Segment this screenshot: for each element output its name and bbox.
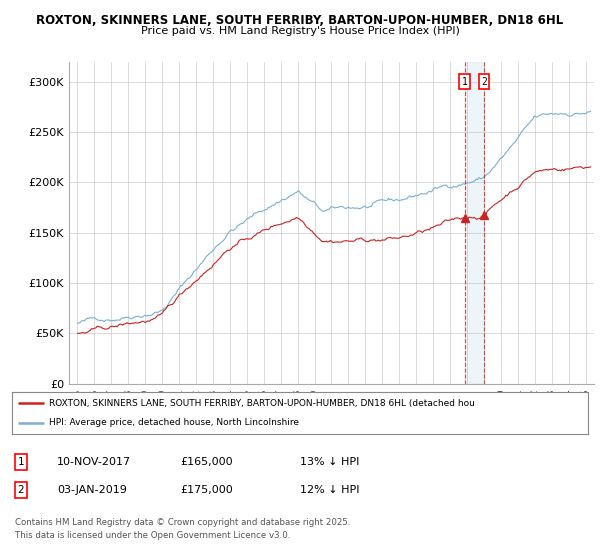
Text: 2: 2	[481, 77, 487, 87]
Text: 03-JAN-2019: 03-JAN-2019	[57, 485, 127, 495]
Text: Price paid vs. HM Land Registry's House Price Index (HPI): Price paid vs. HM Land Registry's House …	[140, 26, 460, 36]
Text: 10-NOV-2017: 10-NOV-2017	[57, 457, 131, 467]
Text: £175,000: £175,000	[180, 485, 233, 495]
Text: £165,000: £165,000	[180, 457, 233, 467]
Bar	[464, 62, 484, 384]
Text: ROXTON, SKINNERS LANE, SOUTH FERRIBY, BARTON-UPON-HUMBER, DN18 6HL: ROXTON, SKINNERS LANE, SOUTH FERRIBY, BA…	[37, 14, 563, 27]
Text: 12% ↓ HPI: 12% ↓ HPI	[300, 485, 359, 495]
Text: ROXTON, SKINNERS LANE, SOUTH FERRIBY, BARTON-UPON-HUMBER, DN18 6HL (detached hou: ROXTON, SKINNERS LANE, SOUTH FERRIBY, BA…	[49, 399, 475, 408]
Text: 1: 1	[461, 77, 467, 87]
Text: HPI: Average price, detached house, North Lincolnshire: HPI: Average price, detached house, Nort…	[49, 418, 299, 427]
Text: 13% ↓ HPI: 13% ↓ HPI	[300, 457, 359, 467]
Text: 2: 2	[17, 485, 25, 495]
Text: 1: 1	[17, 457, 25, 467]
Text: Contains HM Land Registry data © Crown copyright and database right 2025.
This d: Contains HM Land Registry data © Crown c…	[15, 519, 350, 540]
